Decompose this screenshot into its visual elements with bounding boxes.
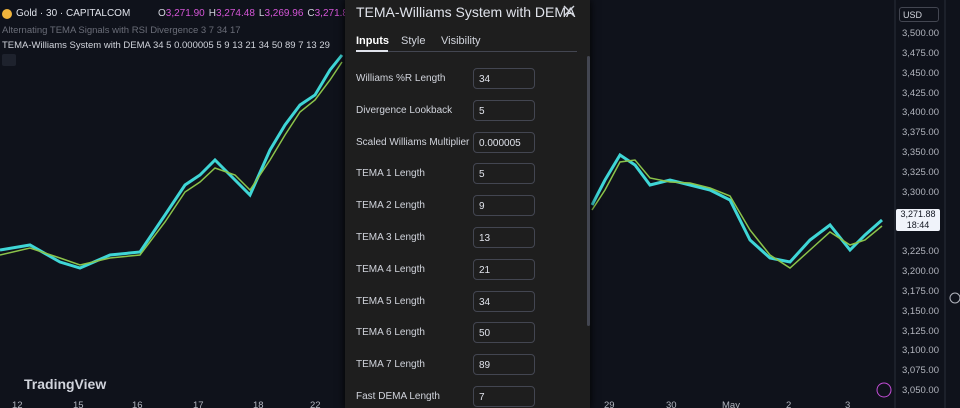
ohlc-value: 3,271.90 — [165, 8, 205, 19]
ohlc-key: C — [307, 8, 315, 19]
dialog-title: TEMA-Williams System with DEMA — [356, 4, 576, 20]
time-tick-label: 17 — [193, 400, 204, 408]
price-line — [0, 54, 344, 270]
field-input[interactable]: 50 — [473, 322, 535, 344]
ohlc-item: C3,271.88 — [307, 8, 353, 19]
price-tick-label: 3,175.00 — [902, 285, 939, 297]
price-tick-label: 3,125.00 — [902, 325, 939, 337]
tab[interactable]: Visibility — [441, 35, 481, 47]
time-tick-label: 15 — [73, 400, 84, 408]
settings-dialog — [345, 0, 590, 408]
field-input[interactable]: 0.000005 — [473, 131, 535, 153]
field-label: Scaled Williams Multiplier — [356, 136, 470, 148]
field-label: Fast DEMA Length — [356, 391, 440, 402]
tab[interactable]: Style — [401, 35, 426, 47]
symbol: Gold · 30 · CAPITALCOM — [16, 8, 131, 19]
active-tab-indicator — [356, 50, 388, 52]
ohlc: O3,271.90 H3,274.48 L3,269.96 C3,271.88 — [158, 8, 358, 19]
time-tick-label: 29 — [604, 400, 615, 408]
ohlc-value: 3,269.96 — [264, 8, 304, 19]
field-input[interactable]: 21 — [473, 258, 535, 280]
field-label: TEMA 7 Length — [356, 359, 425, 371]
price-tick-label: 3,375.00 — [902, 127, 939, 139]
ohlc-key: O — [158, 8, 166, 19]
price-tick-label: 3,475.00 — [902, 47, 939, 59]
field-input[interactable]: 5 — [473, 99, 535, 121]
last-price: 3,271.88 — [900, 209, 936, 219]
price-tick-label: 3,350.00 — [902, 147, 939, 158]
price-tick-label: 3,425.00 — [902, 87, 939, 99]
field-input[interactable]: 9 — [473, 195, 535, 217]
field-input[interactable]: 34 — [473, 68, 535, 89]
field-input[interactable]: 5 — [473, 163, 535, 185]
price-tick-label: 3,100.00 — [902, 345, 939, 357]
ema-line — [0, 61, 343, 266]
price-tick-label: 3,400.00 — [902, 107, 939, 119]
field-label: Divergence Lookback — [356, 104, 453, 116]
ema-line — [591, 159, 883, 269]
indicator-legend: TEMA-Williams System with DEMA 34 5 0.00… — [2, 40, 330, 51]
field-input[interactable]: 89 — [473, 354, 535, 376]
field-input[interactable]: 34 — [473, 290, 535, 312]
time-tick-label: 22 — [310, 400, 321, 408]
ohlc-item: L3,269.96 — [259, 8, 304, 19]
field-label: TEMA 3 Length — [356, 232, 425, 243]
time-tick-label: May — [722, 400, 740, 408]
time-tick-label: 2 — [786, 400, 792, 408]
collapse-button[interactable] — [2, 54, 16, 66]
price-label: 3,271.88 18:44 — [896, 209, 940, 231]
tab-divider — [356, 51, 577, 52]
ohlc-item: O3,271.90 — [158, 8, 205, 19]
countdown: 18:44 — [906, 220, 930, 230]
field-label: TEMA 2 Length — [356, 200, 425, 212]
indicator-legend: Alternating TEMA Signals with RSI Diverg… — [2, 25, 241, 36]
field-input[interactable]: 13 — [473, 227, 535, 248]
price-tick-label: 3,050.00 — [902, 385, 939, 396]
ohlc-value: 3,271.88 — [314, 8, 354, 19]
field-label: TEMA 5 Length — [356, 295, 425, 307]
currency-select[interactable]: USD — [899, 7, 939, 22]
alert-icon[interactable] — [876, 382, 892, 398]
ohlc-item: H3,274.48 — [209, 8, 255, 19]
ohlc-key: H — [208, 8, 216, 19]
price-tick-label: 3,225.00 — [902, 246, 939, 258]
price-tick-label: 3,075.00 — [902, 365, 939, 377]
field-input[interactable]: 7 — [473, 386, 535, 407]
time-tick-label: 12 — [12, 400, 23, 408]
ohlc-value: 3,274.48 — [215, 8, 255, 19]
tab[interactable]: Inputs — [356, 35, 389, 47]
field-label: TEMA 1 Length — [356, 168, 425, 180]
field-label: TEMA 4 Length — [356, 263, 425, 275]
time-tick-label: 16 — [132, 400, 143, 408]
price-tick-label: 3,500.00 — [902, 28, 939, 39]
price-tick-label: 3,200.00 — [902, 266, 939, 277]
time-tick-label: 3 — [845, 400, 851, 408]
close-button[interactable] — [562, 4, 576, 18]
toolbar-icon[interactable] — [949, 292, 960, 304]
price-tick-label: 3,450.00 — [902, 67, 939, 79]
price-tick-label: 3,150.00 — [902, 305, 939, 317]
price-tick-label: 3,325.00 — [902, 166, 939, 178]
time-tick-label: 18 — [253, 400, 264, 408]
scrollbar[interactable] — [587, 56, 590, 326]
field-label: Williams %R Length — [356, 73, 446, 84]
price-line — [590, 152, 883, 264]
watermark: TradingView — [24, 376, 107, 392]
gold-icon — [2, 9, 12, 19]
price-tick-label: 3,300.00 — [902, 186, 939, 198]
field-label: TEMA 6 Length — [356, 327, 425, 339]
ohlc-key: L — [258, 8, 265, 19]
time-tick-label: 30 — [666, 400, 677, 408]
